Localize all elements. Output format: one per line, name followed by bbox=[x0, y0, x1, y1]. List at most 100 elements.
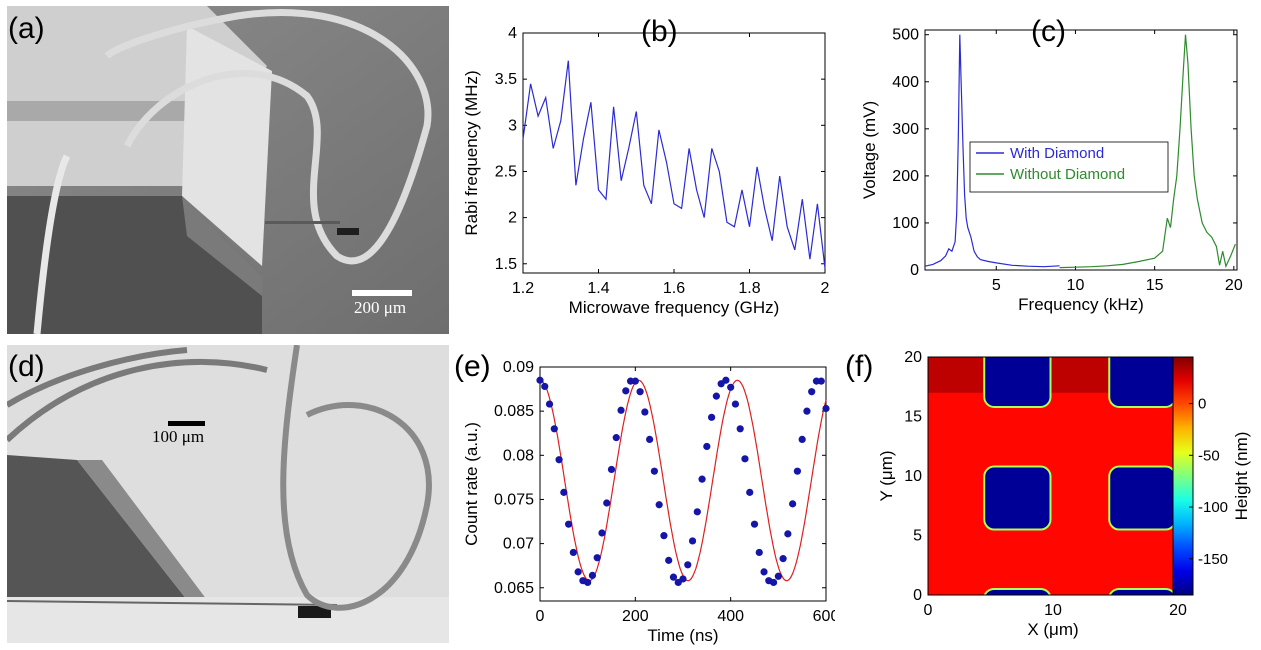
chart-e: 0 200 400 600 0.065 0.07 0.075 0.08 0.085 0.09 Tim… bbox=[455, 345, 839, 645]
data-point bbox=[760, 568, 768, 576]
x-tick-label: 1.4 bbox=[587, 280, 609, 297]
y-tick-label: 0 bbox=[910, 262, 919, 279]
x-tick-label: 5 bbox=[992, 277, 1001, 294]
data-point bbox=[588, 571, 597, 579]
y-tick-label: 0.085 bbox=[494, 403, 534, 420]
data-point bbox=[550, 425, 558, 433]
colorbar-tick-label: -100 bbox=[1198, 499, 1228, 516]
chart-f: 0 10 20 0 5 10 15 20 X (μm) Y (μm) 0 -50 -100 -150 Hei… bbox=[855, 345, 1255, 645]
data-point bbox=[698, 475, 706, 483]
panel-label-a: (a) bbox=[8, 12, 45, 45]
panel-label-f: (f) bbox=[845, 350, 874, 383]
x-tick-label: 400 bbox=[717, 608, 744, 625]
chart-b-svg: 1.2 1.4 1.6 1.8 2 1.5 2 2.5 3 3.5 4 Microwave frequ… bbox=[462, 25, 830, 317]
data-point bbox=[727, 383, 735, 391]
y-tick-label: 2 bbox=[508, 210, 517, 227]
y-tick-label: 200 bbox=[892, 168, 919, 185]
data-point bbox=[574, 568, 582, 576]
x-tick-label: 20 bbox=[1225, 277, 1243, 294]
x-axis-label: X (μm) bbox=[1027, 620, 1078, 639]
data-point bbox=[750, 520, 759, 528]
data-point bbox=[641, 408, 649, 416]
data-point bbox=[693, 508, 701, 516]
x-tick-label: 20 bbox=[1169, 602, 1187, 619]
sem-image-d bbox=[7, 345, 449, 643]
data-point bbox=[660, 532, 668, 540]
x-tick-label: 0 bbox=[924, 602, 933, 619]
chart-b: 1.2 1.4 1.6 1.8 2 1.5 2 2.5 3 3.5 4 Microwave frequ… bbox=[455, 5, 835, 335]
y-axis-label: Y (μm) bbox=[877, 450, 896, 501]
data-point bbox=[584, 578, 592, 587]
data-point bbox=[774, 572, 782, 580]
x-tick-label: 200 bbox=[622, 608, 649, 625]
colorbar-tick-label: 0 bbox=[1198, 396, 1206, 413]
x-tick-label: 1.8 bbox=[738, 280, 760, 297]
data-point bbox=[536, 376, 544, 384]
data-point bbox=[746, 488, 754, 496]
data-point bbox=[769, 578, 778, 587]
data-point bbox=[731, 400, 740, 408]
data-point bbox=[712, 392, 720, 400]
y-tick-label: 15 bbox=[904, 409, 922, 426]
data-point bbox=[779, 555, 787, 563]
data-point bbox=[636, 388, 644, 396]
y-tick-label: 0.09 bbox=[503, 359, 534, 376]
data-point bbox=[560, 488, 568, 496]
fit-curve bbox=[539, 379, 827, 582]
panel-label-e: (e) bbox=[454, 350, 491, 383]
data-point bbox=[688, 537, 697, 545]
series-line-rabi bbox=[522, 60, 826, 269]
y-tick-label: 0.08 bbox=[503, 447, 534, 464]
data-point bbox=[808, 388, 816, 396]
y-tick-label: 300 bbox=[892, 121, 919, 138]
heatmap-well bbox=[983, 357, 1052, 408]
data-point bbox=[593, 554, 601, 562]
data-point bbox=[722, 376, 730, 384]
y-axis-label: Rabi frequency (MHz) bbox=[462, 70, 481, 235]
y-tick-label: 0.07 bbox=[503, 536, 534, 553]
panel-label-b: (b) bbox=[641, 15, 678, 48]
chart-e-svg: 0 200 400 600 0.065 0.07 0.075 0.08 0.085 0.09 Tim… bbox=[462, 359, 839, 645]
x-tick-label: 10 bbox=[1067, 277, 1085, 294]
colorbar bbox=[1172, 356, 1194, 596]
chart-c: 5 10 15 20 0 100 200 300 400 500 Frequency (kHz) Vo… bbox=[855, 5, 1255, 335]
x-tick-label: 1.2 bbox=[512, 280, 534, 297]
data-point bbox=[669, 573, 678, 581]
data-point bbox=[798, 435, 806, 444]
y-tick-label: 2.5 bbox=[495, 163, 517, 180]
data-point bbox=[793, 467, 801, 475]
data-point bbox=[817, 377, 825, 385]
data-point bbox=[703, 442, 711, 451]
data-point bbox=[755, 548, 763, 557]
x-tick-label: 1.6 bbox=[663, 280, 685, 297]
data-point bbox=[612, 434, 620, 442]
panel-label-c: (c) bbox=[1031, 15, 1066, 48]
heatmap-area bbox=[928, 357, 1178, 595]
x-tick-label: 2 bbox=[821, 280, 830, 297]
data-point bbox=[646, 435, 654, 444]
data-point bbox=[803, 407, 811, 415]
legend-label: Without Diamond bbox=[1010, 166, 1125, 183]
panel-label-d: (d) bbox=[8, 350, 45, 383]
x-tick-label: 10 bbox=[1044, 602, 1062, 619]
legend-box bbox=[969, 141, 1169, 193]
data-point bbox=[598, 529, 606, 537]
data-point bbox=[617, 406, 625, 414]
colorbar-label: Height (nm) bbox=[1232, 432, 1251, 521]
x-axis-label: Microwave frequency (GHz) bbox=[569, 298, 780, 317]
y-tick-label: 3 bbox=[508, 117, 517, 134]
data-point bbox=[784, 530, 792, 538]
y-tick-label: 0.075 bbox=[494, 491, 534, 508]
heatmap-well bbox=[983, 588, 1051, 595]
scale-bar-d-label: 100 μm bbox=[152, 427, 205, 446]
data-point bbox=[622, 387, 630, 395]
data-point bbox=[607, 465, 616, 474]
y-tick-label: 400 bbox=[892, 74, 919, 91]
data-point bbox=[565, 520, 573, 528]
y-tick-label: 20 bbox=[904, 349, 922, 366]
heatmap-well bbox=[1108, 465, 1177, 531]
data-point bbox=[679, 575, 687, 583]
plot-frame bbox=[924, 29, 1238, 271]
heatmap-well bbox=[1108, 588, 1176, 595]
y-tick-label: 4 bbox=[508, 25, 517, 42]
